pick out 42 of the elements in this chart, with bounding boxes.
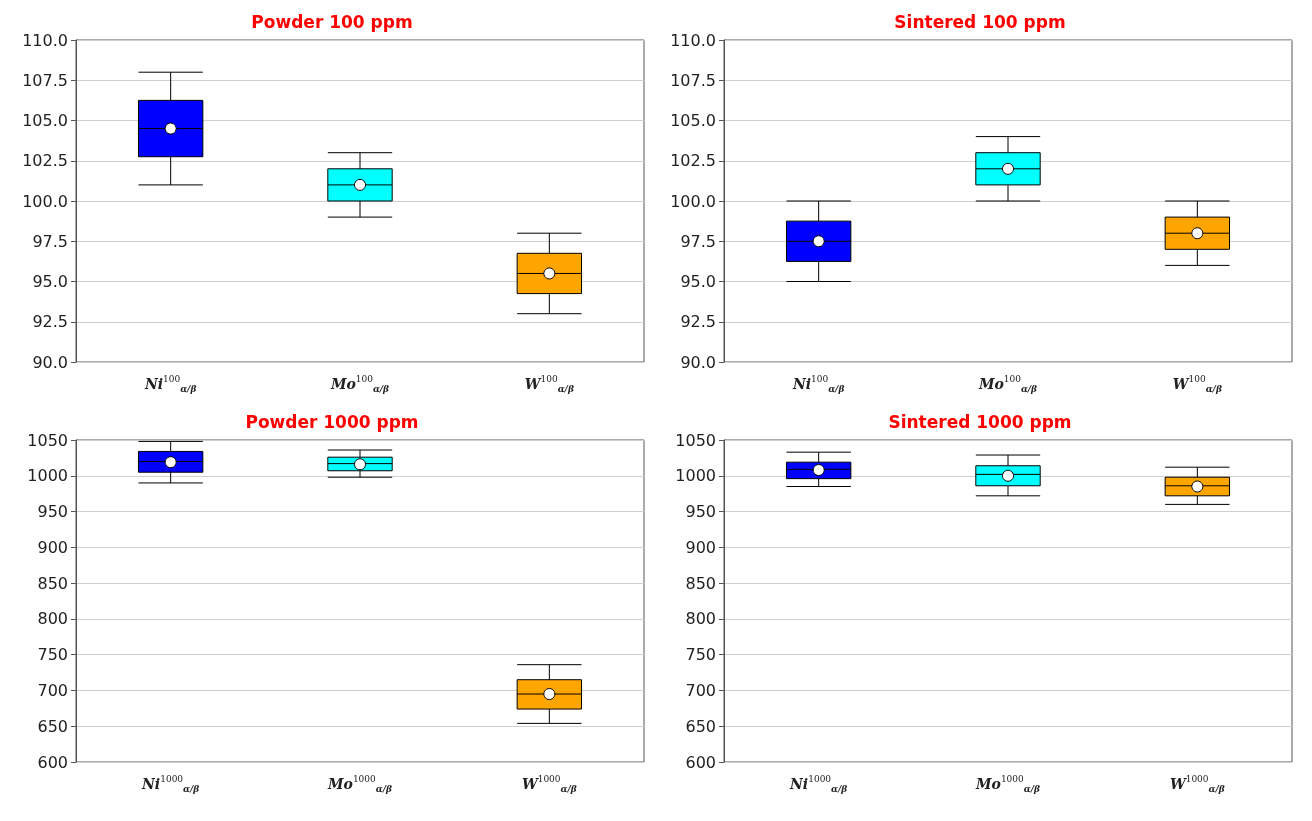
y-tick-label: 92.5 [32,312,68,332]
y-tick-label: 102.5 [670,151,716,171]
y-tick-label: 110.0 [670,30,716,50]
y-tick-label: 110.0 [22,30,68,50]
y-tick-label: 95.0 [32,272,68,291]
y-tick-label: 105.0 [670,111,716,130]
y-tick-label: 1050 [675,430,716,450]
chart-title: Powder 100 ppm [251,11,413,32]
chart-title: Sintered 100 ppm [894,11,1066,32]
y-tick-label: 1000 [27,466,68,486]
y-tick-label: 107.5 [670,70,716,90]
y-tick-label: 97.5 [32,231,68,251]
y-tick-label: 90.0 [680,352,716,372]
y-tick-label: 1050 [27,430,68,450]
y-tick-label: 800 [685,609,716,629]
y-tick-label: 750 [685,645,716,665]
y-tick-label: 900 [685,537,716,557]
y-tick-label: 105.0 [22,111,68,130]
y-tick-label: 100.0 [22,191,68,211]
y-tick-label: 650 [37,716,68,736]
y-tick-label: 650 [685,716,716,736]
y-tick-label: 90.0 [32,352,68,372]
y-tick-label: 950 [37,502,68,522]
y-tick-label: 850 [37,573,68,593]
y-tick-label: 900 [37,537,68,557]
y-tick-label: 100.0 [670,191,716,211]
y-tick-label: 92.5 [680,312,716,332]
y-tick-label: 600 [685,752,716,772]
y-tick-label: 102.5 [22,151,68,171]
y-tick-label: 95.0 [680,272,716,291]
y-tick-label: 97.5 [680,231,716,251]
y-tick-label: 750 [37,645,68,665]
y-tick-label: 850 [685,573,716,593]
y-tick-label: 600 [37,752,68,772]
y-tick-label: 700 [685,680,716,700]
y-tick-label: 107.5 [22,70,68,90]
chart-title: Sintered 1000 ppm [888,411,1072,432]
y-tick-label: 700 [37,680,68,700]
y-tick-label: 950 [685,502,716,522]
chart-title: Powder 1000 ppm [245,411,419,432]
y-tick-label: 1000 [675,466,716,486]
y-tick-label: 800 [37,609,68,629]
